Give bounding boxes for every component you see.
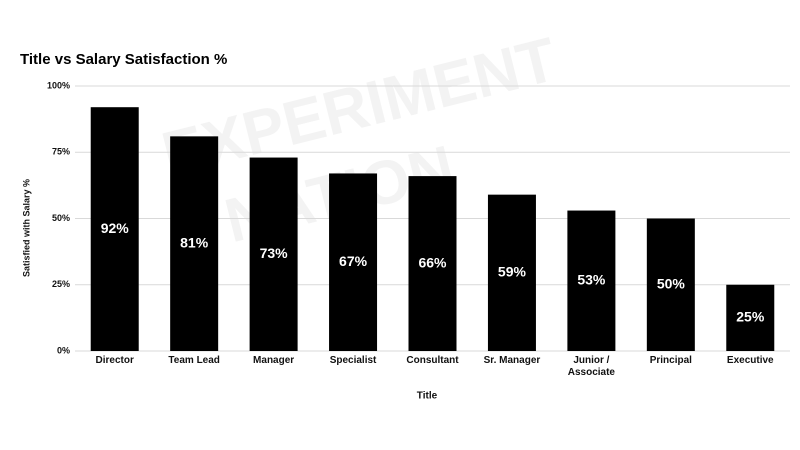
- bar: [567, 210, 616, 351]
- bar: [90, 107, 139, 351]
- x-tick-label: Junior / Associate: [567, 355, 615, 378]
- x-tick-label: Specialist: [329, 355, 377, 366]
- bar: [170, 136, 219, 351]
- data-label: 59%: [498, 264, 527, 280]
- bar: [408, 176, 457, 351]
- x-tick-label: Manager: [253, 355, 295, 366]
- data-label: 53%: [577, 271, 606, 287]
- x-tick-label: Director: [95, 355, 134, 366]
- bar: [329, 173, 378, 351]
- bar: [249, 157, 298, 351]
- data-label: 73%: [260, 245, 289, 261]
- x-tick-label: Principal: [649, 355, 692, 366]
- bar: [646, 218, 695, 351]
- data-label: 67%: [339, 253, 368, 269]
- x-tick-label: Team Lead: [168, 355, 220, 366]
- y-tick-label: 50%: [52, 213, 70, 223]
- y-tick-label: 100%: [47, 80, 70, 90]
- x-tick-label: Sr. Manager: [483, 355, 541, 366]
- y-axis-title: Satisfied with Salary %: [21, 179, 31, 277]
- y-tick-label: 0%: [57, 345, 70, 355]
- x-tick-label: Consultant: [406, 355, 459, 366]
- data-label: 50%: [657, 275, 686, 291]
- x-tick-label: Executive: [726, 355, 774, 366]
- y-tick-label: 25%: [52, 279, 70, 289]
- data-label: 66%: [418, 254, 447, 270]
- data-label: 81%: [180, 234, 209, 250]
- y-tick-label: 75%: [52, 147, 70, 157]
- bar: [726, 284, 775, 351]
- data-label: 25%: [736, 309, 765, 325]
- x-axis-title: Title: [417, 391, 438, 402]
- data-label: 92%: [101, 220, 130, 236]
- bar: [487, 194, 536, 351]
- chart-title: Title vs Salary Satisfaction %: [20, 51, 227, 68]
